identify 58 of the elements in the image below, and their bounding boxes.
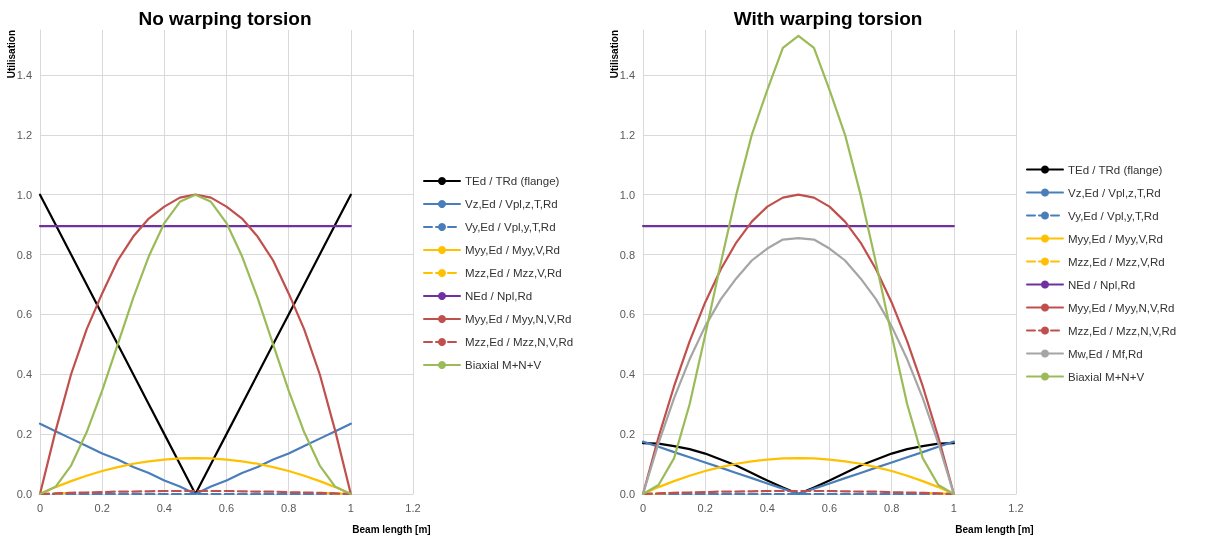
y-tick-label: 0.0	[16, 488, 32, 500]
legend-label: Myy,Ed / Myy,N,V,Rd	[465, 313, 572, 325]
legend-label: Vy,Ed / Vpl,y,T,Rd	[465, 221, 556, 233]
legend-label: Mw,Ed / Mf,Rd	[1068, 347, 1143, 360]
legend-label: Mzz,Ed / Mzz,N,V,Rd	[1068, 324, 1177, 337]
x-axis-title: Beam length [m]	[352, 523, 431, 535]
x-axis-title: Beam length [m]	[955, 523, 1034, 535]
x-tick-label: 1.2	[1008, 501, 1024, 514]
x-tick-label: 0.6	[218, 501, 235, 514]
legend-label: Vz,Ed / Vpl,z,T,Rd	[1068, 186, 1161, 199]
line-series	[38, 422, 352, 496]
legend-label: NEd / Npl,Rd	[465, 290, 533, 302]
y-tick-label: 0.0	[619, 488, 635, 500]
legend-label: Mzz,Ed / Mzz,N,V,Rd	[465, 336, 574, 348]
legend-label: Vz,Ed / Vpl,z,T,Rd	[465, 198, 558, 210]
legend-label: Biaxial M+N+V	[1068, 370, 1145, 383]
x-tick-label: 0.8	[281, 501, 297, 514]
y-tick-label: 0.6	[16, 308, 32, 321]
line-series	[641, 34, 955, 496]
y-axis-title: Utilisation	[5, 29, 17, 79]
y-tick-label: 0.4	[16, 368, 32, 381]
chart-title: With warping torsion	[733, 8, 923, 29]
x-tick-label: 0	[36, 501, 44, 514]
x-tick-label: 0.8	[884, 501, 900, 514]
y-tick-label: 0.6	[619, 308, 635, 321]
legend-label: Mzz,Ed / Mzz,V,Rd	[465, 267, 562, 279]
y-tick-label: 0.4	[619, 368, 635, 381]
y-tick-label: 1.2	[619, 128, 635, 141]
y-tick-label: 1.0	[619, 188, 635, 201]
x-tick-label: 0.6	[821, 501, 838, 514]
x-tick-label: 1	[347, 501, 354, 514]
chart-title: No warping torsion	[138, 8, 312, 29]
y-tick-label: 1.0	[16, 188, 32, 201]
line-series	[38, 193, 352, 496]
y-tick-label: 0.8	[619, 248, 635, 261]
x-tick-label: 0.2	[94, 501, 110, 514]
x-tick-label: 1.2	[405, 501, 421, 514]
y-tick-label: 1.4	[619, 68, 635, 81]
y-tick-label: 0.2	[619, 428, 635, 441]
y-tick-label: 1.2	[16, 128, 32, 141]
y-tick-label: 0.2	[16, 428, 32, 441]
legend-label: Biaxial M+N+V	[465, 359, 542, 371]
y-axis-title: Utilisation	[608, 29, 620, 79]
legend-label: Vy,Ed / Vpl,y,T,Rd	[1068, 209, 1159, 222]
legend-label: NEd / Npl,Rd	[1068, 278, 1136, 291]
legend-label: Myy,Ed / Myy,V,Rd	[465, 244, 561, 256]
legend-label: Myy,Ed / Myy,V,Rd	[1068, 232, 1164, 245]
x-tick-label: 0	[639, 501, 647, 514]
x-tick-label: 0.4	[156, 501, 172, 514]
legend-label: Myy,Ed / Myy,N,V,Rd	[1068, 301, 1175, 314]
x-tick-label: 1	[950, 501, 957, 514]
legend-label: TEd / TRd (flange)	[465, 175, 560, 187]
legend-label: TEd / TRd (flange)	[1068, 163, 1163, 176]
x-tick-label: 0.2	[697, 501, 713, 514]
x-tick-label: 0.4	[759, 501, 775, 514]
y-tick-label: 1.4	[16, 68, 32, 81]
legend-label: Mzz,Ed / Mzz,V,Rd	[1068, 255, 1165, 268]
y-tick-label: 0.8	[16, 248, 32, 261]
